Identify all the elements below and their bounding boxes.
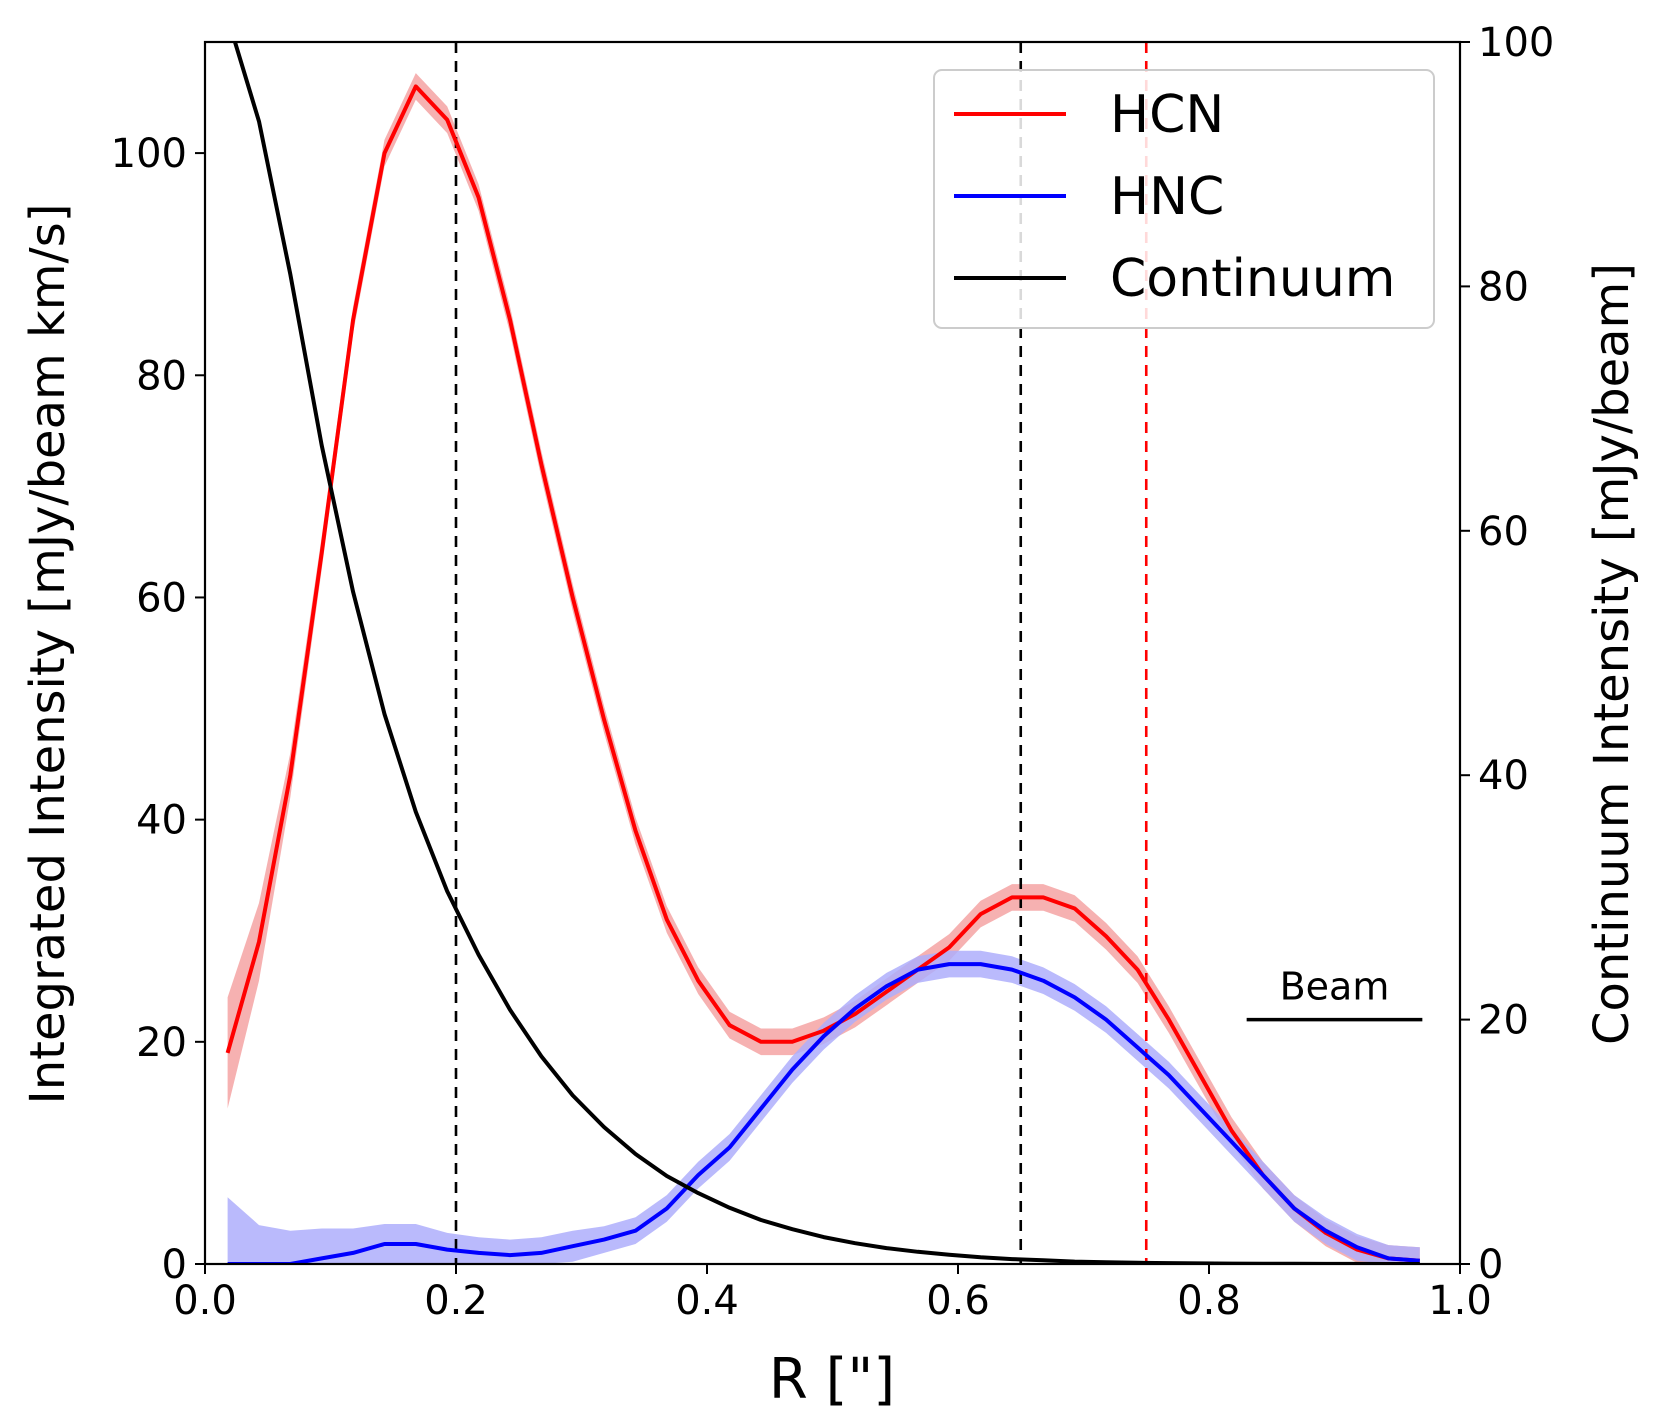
beam-indicator: Beam — [1246, 965, 1423, 1022]
y-axis-label: Integrated Intensity [mJy/beam km/s] — [20, 204, 76, 1105]
legend-box — [933, 69, 1435, 329]
x-tick-label: 0.6 — [926, 1278, 990, 1324]
hnc-legend-label: HNC — [1110, 167, 1224, 227]
x-axis-label: R ["] — [769, 1347, 895, 1412]
x-tick-label: 0.2 — [424, 1278, 488, 1324]
x-tick-label: 0.0 — [173, 1278, 237, 1324]
x-tick-label: 0.8 — [1177, 1278, 1241, 1324]
y-tick-label: 40 — [136, 798, 187, 844]
x-tick-label: 0.4 — [675, 1278, 739, 1324]
beam-label: Beam — [1280, 965, 1390, 1009]
y-right-tick-label: 20 — [1478, 998, 1529, 1044]
y-axis-right-label: Continuum Intensity [mJy/beam] — [1584, 263, 1640, 1045]
y-right-tick-label: 40 — [1478, 753, 1529, 799]
x-axis-ticks: 0.0 0.2 0.4 0.6 0.8 1.0 — [173, 1264, 1492, 1324]
y-tick-label: 0 — [162, 1242, 187, 1288]
plot-frame — [203, 40, 1462, 1266]
hcn-legend-label: HCN — [1110, 85, 1224, 145]
y-right-tick-label: 100 — [1478, 20, 1554, 66]
y-right-tick-label: 0 — [1478, 1242, 1503, 1288]
y-axis-ticks: 0 20 40 60 80 100 — [111, 131, 205, 1288]
y-tick-label: 60 — [136, 575, 187, 621]
y-tick-label: 100 — [111, 131, 187, 177]
y-right-tick-label: 80 — [1478, 264, 1529, 310]
legend: HCN HNC Continuum — [933, 69, 1435, 329]
reference-lines — [454, 42, 1148, 1264]
continuum-legend-label: Continuum — [1110, 249, 1395, 309]
uncertainty-bands — [227, 73, 1420, 1264]
y-tick-label: 80 — [136, 353, 187, 399]
hnc-uncertainty-band — [227, 950, 1420, 1264]
x-tick-label: 1.0 — [1428, 1278, 1492, 1324]
y-axis-right-ticks: 0 20 40 60 80 100 — [1460, 20, 1554, 1288]
y-right-tick-label: 60 — [1478, 509, 1529, 555]
hnc-line — [227, 962, 1420, 1264]
hcn-line — [225, 84, 1420, 1263]
y-tick-label: 20 — [136, 1020, 187, 1066]
